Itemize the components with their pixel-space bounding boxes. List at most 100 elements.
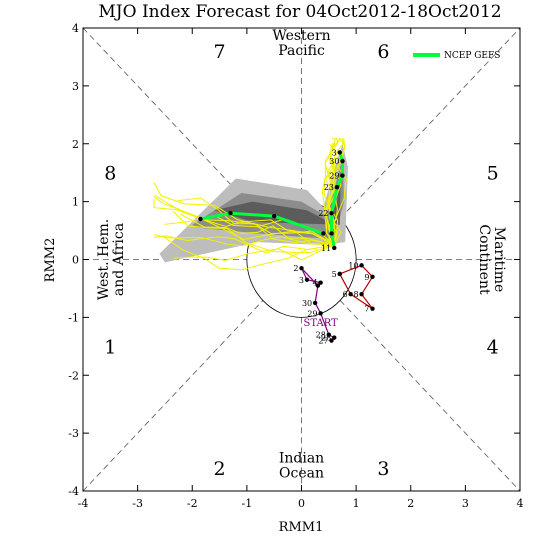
- x-tick-label: 0: [298, 497, 305, 510]
- data-point: [304, 277, 310, 282]
- legend: NCEP GEFS: [413, 51, 500, 61]
- region-label-line: Indian: [279, 450, 324, 466]
- point-label: 29: [329, 172, 339, 181]
- data-point: [329, 211, 334, 216]
- x-tick-label: 1: [353, 497, 360, 510]
- y-tick-label: -3: [68, 427, 79, 440]
- x-tick-label: 2: [407, 497, 414, 510]
- y-axis-label: RMM2: [43, 238, 58, 283]
- ensemble-member-line: [180, 213, 335, 246]
- point-label: 28: [321, 334, 331, 343]
- data-point: [334, 184, 340, 190]
- x-tick-label: -3: [132, 497, 143, 510]
- data-point: [318, 280, 323, 285]
- region-label-line: Western: [272, 28, 330, 44]
- point-label: 22: [318, 209, 328, 218]
- data-point: [337, 271, 342, 277]
- data-point: [332, 335, 337, 340]
- data-point: [326, 332, 332, 337]
- region-label-line: Maritime: [491, 227, 507, 293]
- y-tick-label: 2: [72, 138, 79, 151]
- ensemble-member-line: [173, 244, 335, 261]
- ensemble-member-line: [153, 182, 335, 246]
- data-point: [359, 292, 364, 297]
- phase-divider: [339, 27, 521, 219]
- phase-number: 2: [214, 458, 226, 480]
- data-point: [370, 274, 375, 280]
- point-label: 10: [348, 261, 358, 270]
- phase-number: 1: [104, 336, 116, 358]
- series-line: [200, 211, 324, 235]
- chart-title: MJO Index Forecast for 04Oct2012-18Oct20…: [98, 2, 501, 22]
- point-label: 30: [302, 299, 312, 308]
- x-tick-label: 4: [517, 497, 524, 510]
- point-label: 11: [321, 244, 331, 253]
- ensemble-member-line: [324, 143, 335, 246]
- shaded-region: [214, 169, 341, 225]
- phase-number: 4: [487, 336, 499, 358]
- point-label: 27: [318, 337, 328, 346]
- ensemble-member-line: [153, 235, 335, 254]
- y-tick-label: 0: [72, 254, 79, 267]
- phase-number: 8: [104, 163, 116, 185]
- phase-number: 5: [487, 163, 499, 185]
- region-label-line: Pacific: [278, 43, 325, 59]
- ensemble-member-line: [164, 214, 335, 246]
- point-label: 6: [343, 290, 348, 299]
- y-tick-label: 1: [72, 196, 79, 209]
- data-point: [337, 150, 342, 155]
- data-point: [359, 263, 364, 268]
- data-point: [271, 213, 277, 219]
- ensemble-member-line: [172, 210, 335, 254]
- x-tick-label: -4: [78, 497, 89, 510]
- data-point: [340, 158, 345, 164]
- point-label: 9: [364, 273, 369, 282]
- ensemble-member-line: [324, 137, 338, 246]
- region-label-line: Ocean: [279, 465, 324, 481]
- phase-divider: [339, 300, 521, 492]
- region-label-line: Continent: [476, 224, 492, 295]
- phase-guides: [82, 27, 521, 492]
- x-axis-label: RMM1: [279, 520, 324, 535]
- data-point: [348, 292, 353, 297]
- point-label: 4: [313, 279, 318, 288]
- y-tick-label: -1: [68, 311, 79, 324]
- ensemble-member-line: [162, 235, 335, 271]
- point-label: 28: [316, 331, 326, 340]
- phase-number: 3: [377, 458, 389, 480]
- legend-label: NCEP GEFS: [444, 51, 500, 61]
- y-tick-label: -4: [68, 485, 79, 498]
- ensemble-member-line: [153, 234, 335, 247]
- phase-number: 7: [214, 41, 226, 63]
- y-tick-label: 3: [72, 80, 79, 93]
- ensemble-member-line: [328, 137, 344, 246]
- y-tick-label: 4: [72, 22, 79, 35]
- y-tick-label: -2: [68, 369, 79, 382]
- data-point: [340, 173, 345, 178]
- x-tick-label: -2: [187, 497, 198, 510]
- data-point: [198, 216, 203, 222]
- data-point: [329, 338, 334, 343]
- point-label: 5: [332, 270, 337, 279]
- data-point: [228, 211, 233, 216]
- data-point: [370, 306, 375, 311]
- point-label: 2: [293, 264, 298, 273]
- ensemble-member-line: [153, 196, 335, 246]
- data-point: [321, 231, 326, 236]
- data-point: [332, 245, 337, 251]
- point-label: 29: [307, 309, 317, 318]
- data-point: [318, 311, 323, 316]
- start-label: START: [304, 318, 339, 329]
- phase-number: 6: [377, 41, 389, 63]
- point-label: 23: [324, 183, 334, 192]
- phase-divider: [82, 27, 264, 219]
- point-label: 7: [364, 305, 369, 314]
- x-tick-label: 3: [462, 497, 469, 510]
- ensemble-member-line: [324, 143, 339, 246]
